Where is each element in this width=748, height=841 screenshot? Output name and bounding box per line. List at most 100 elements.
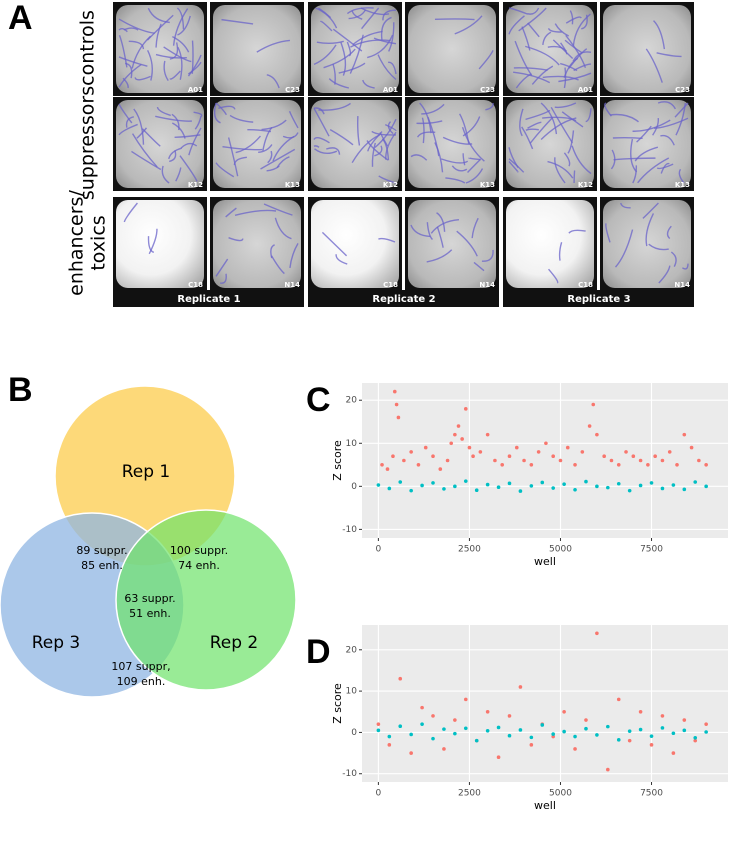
worm (148, 228, 158, 255)
x-tick-label: 7500 (640, 545, 663, 555)
worm (547, 160, 574, 179)
worm (513, 67, 548, 71)
worm (256, 39, 290, 53)
worm (215, 162, 235, 178)
worm (338, 62, 366, 74)
point (485, 709, 490, 714)
worm (124, 62, 133, 79)
point (485, 482, 490, 487)
worm (387, 61, 397, 75)
point (671, 731, 676, 736)
venn-region-label: 89 suppr. (76, 544, 127, 557)
venn-set-label: Rep 1 (122, 462, 171, 482)
point (580, 450, 585, 454)
worm (461, 126, 485, 162)
worm (605, 223, 611, 243)
point (562, 709, 566, 714)
worm (169, 150, 177, 163)
worm (648, 243, 669, 251)
worm (177, 15, 191, 36)
well-image (116, 200, 204, 288)
worm (485, 102, 494, 111)
point (529, 743, 534, 747)
well-label: K13 (480, 181, 495, 189)
worm (385, 131, 397, 160)
point (595, 484, 599, 489)
point (471, 454, 475, 458)
worm (213, 102, 221, 124)
worm (454, 15, 483, 35)
worm (133, 108, 145, 145)
y-axis-label: Z score (331, 683, 344, 724)
venn-set (115, 509, 297, 691)
point (565, 445, 570, 450)
worm (382, 9, 397, 21)
point (649, 734, 654, 738)
point (638, 727, 643, 732)
worm (515, 73, 532, 89)
worm (473, 261, 485, 272)
point (697, 458, 701, 463)
panel-label: A (8, 0, 33, 37)
worm (568, 229, 586, 234)
well-image (408, 5, 496, 93)
well-label: C18 (383, 281, 398, 289)
worm (225, 207, 237, 218)
well-image (116, 100, 204, 188)
worm (266, 74, 280, 89)
point (485, 728, 490, 733)
worm (451, 165, 468, 172)
point (704, 463, 708, 467)
well-label: K13 (675, 181, 690, 189)
worm (222, 146, 263, 151)
well-label: C18 (578, 281, 593, 289)
well-label: K12 (578, 181, 593, 189)
point (682, 718, 687, 722)
row-label: enhancers/ (66, 190, 88, 296)
venn-region-label: 74 enh. (178, 559, 220, 572)
worm (421, 117, 425, 144)
well-label: N14 (674, 281, 690, 289)
worm (362, 79, 375, 89)
worm (519, 108, 524, 137)
point (587, 424, 592, 428)
worm (313, 107, 330, 137)
point (536, 450, 541, 454)
worm (313, 107, 325, 115)
point (474, 488, 479, 493)
worm (282, 132, 299, 139)
worm (558, 242, 563, 261)
worm (169, 42, 179, 60)
point (693, 480, 698, 484)
worm (367, 131, 383, 152)
point (456, 424, 461, 428)
worm (508, 161, 519, 173)
point (616, 463, 621, 467)
worm (227, 137, 239, 177)
worm (540, 102, 558, 135)
worm (610, 149, 616, 170)
worm (163, 46, 192, 63)
worm (221, 18, 254, 25)
worm (508, 147, 519, 168)
point (606, 724, 610, 729)
worm (288, 110, 299, 129)
well-image (408, 100, 496, 188)
worm (571, 145, 592, 175)
worm (542, 116, 577, 122)
worm (374, 145, 383, 157)
point (409, 751, 413, 755)
point (387, 486, 392, 491)
point (442, 727, 446, 731)
worm (313, 44, 337, 66)
replicate-label: Replicate 2 (372, 294, 435, 305)
point (507, 714, 512, 718)
worm (478, 50, 494, 70)
point (431, 736, 435, 741)
point (551, 486, 555, 490)
worm (172, 36, 190, 53)
worm (637, 157, 670, 184)
point (595, 631, 599, 636)
replicate-label: Replicate 3 (567, 294, 630, 305)
